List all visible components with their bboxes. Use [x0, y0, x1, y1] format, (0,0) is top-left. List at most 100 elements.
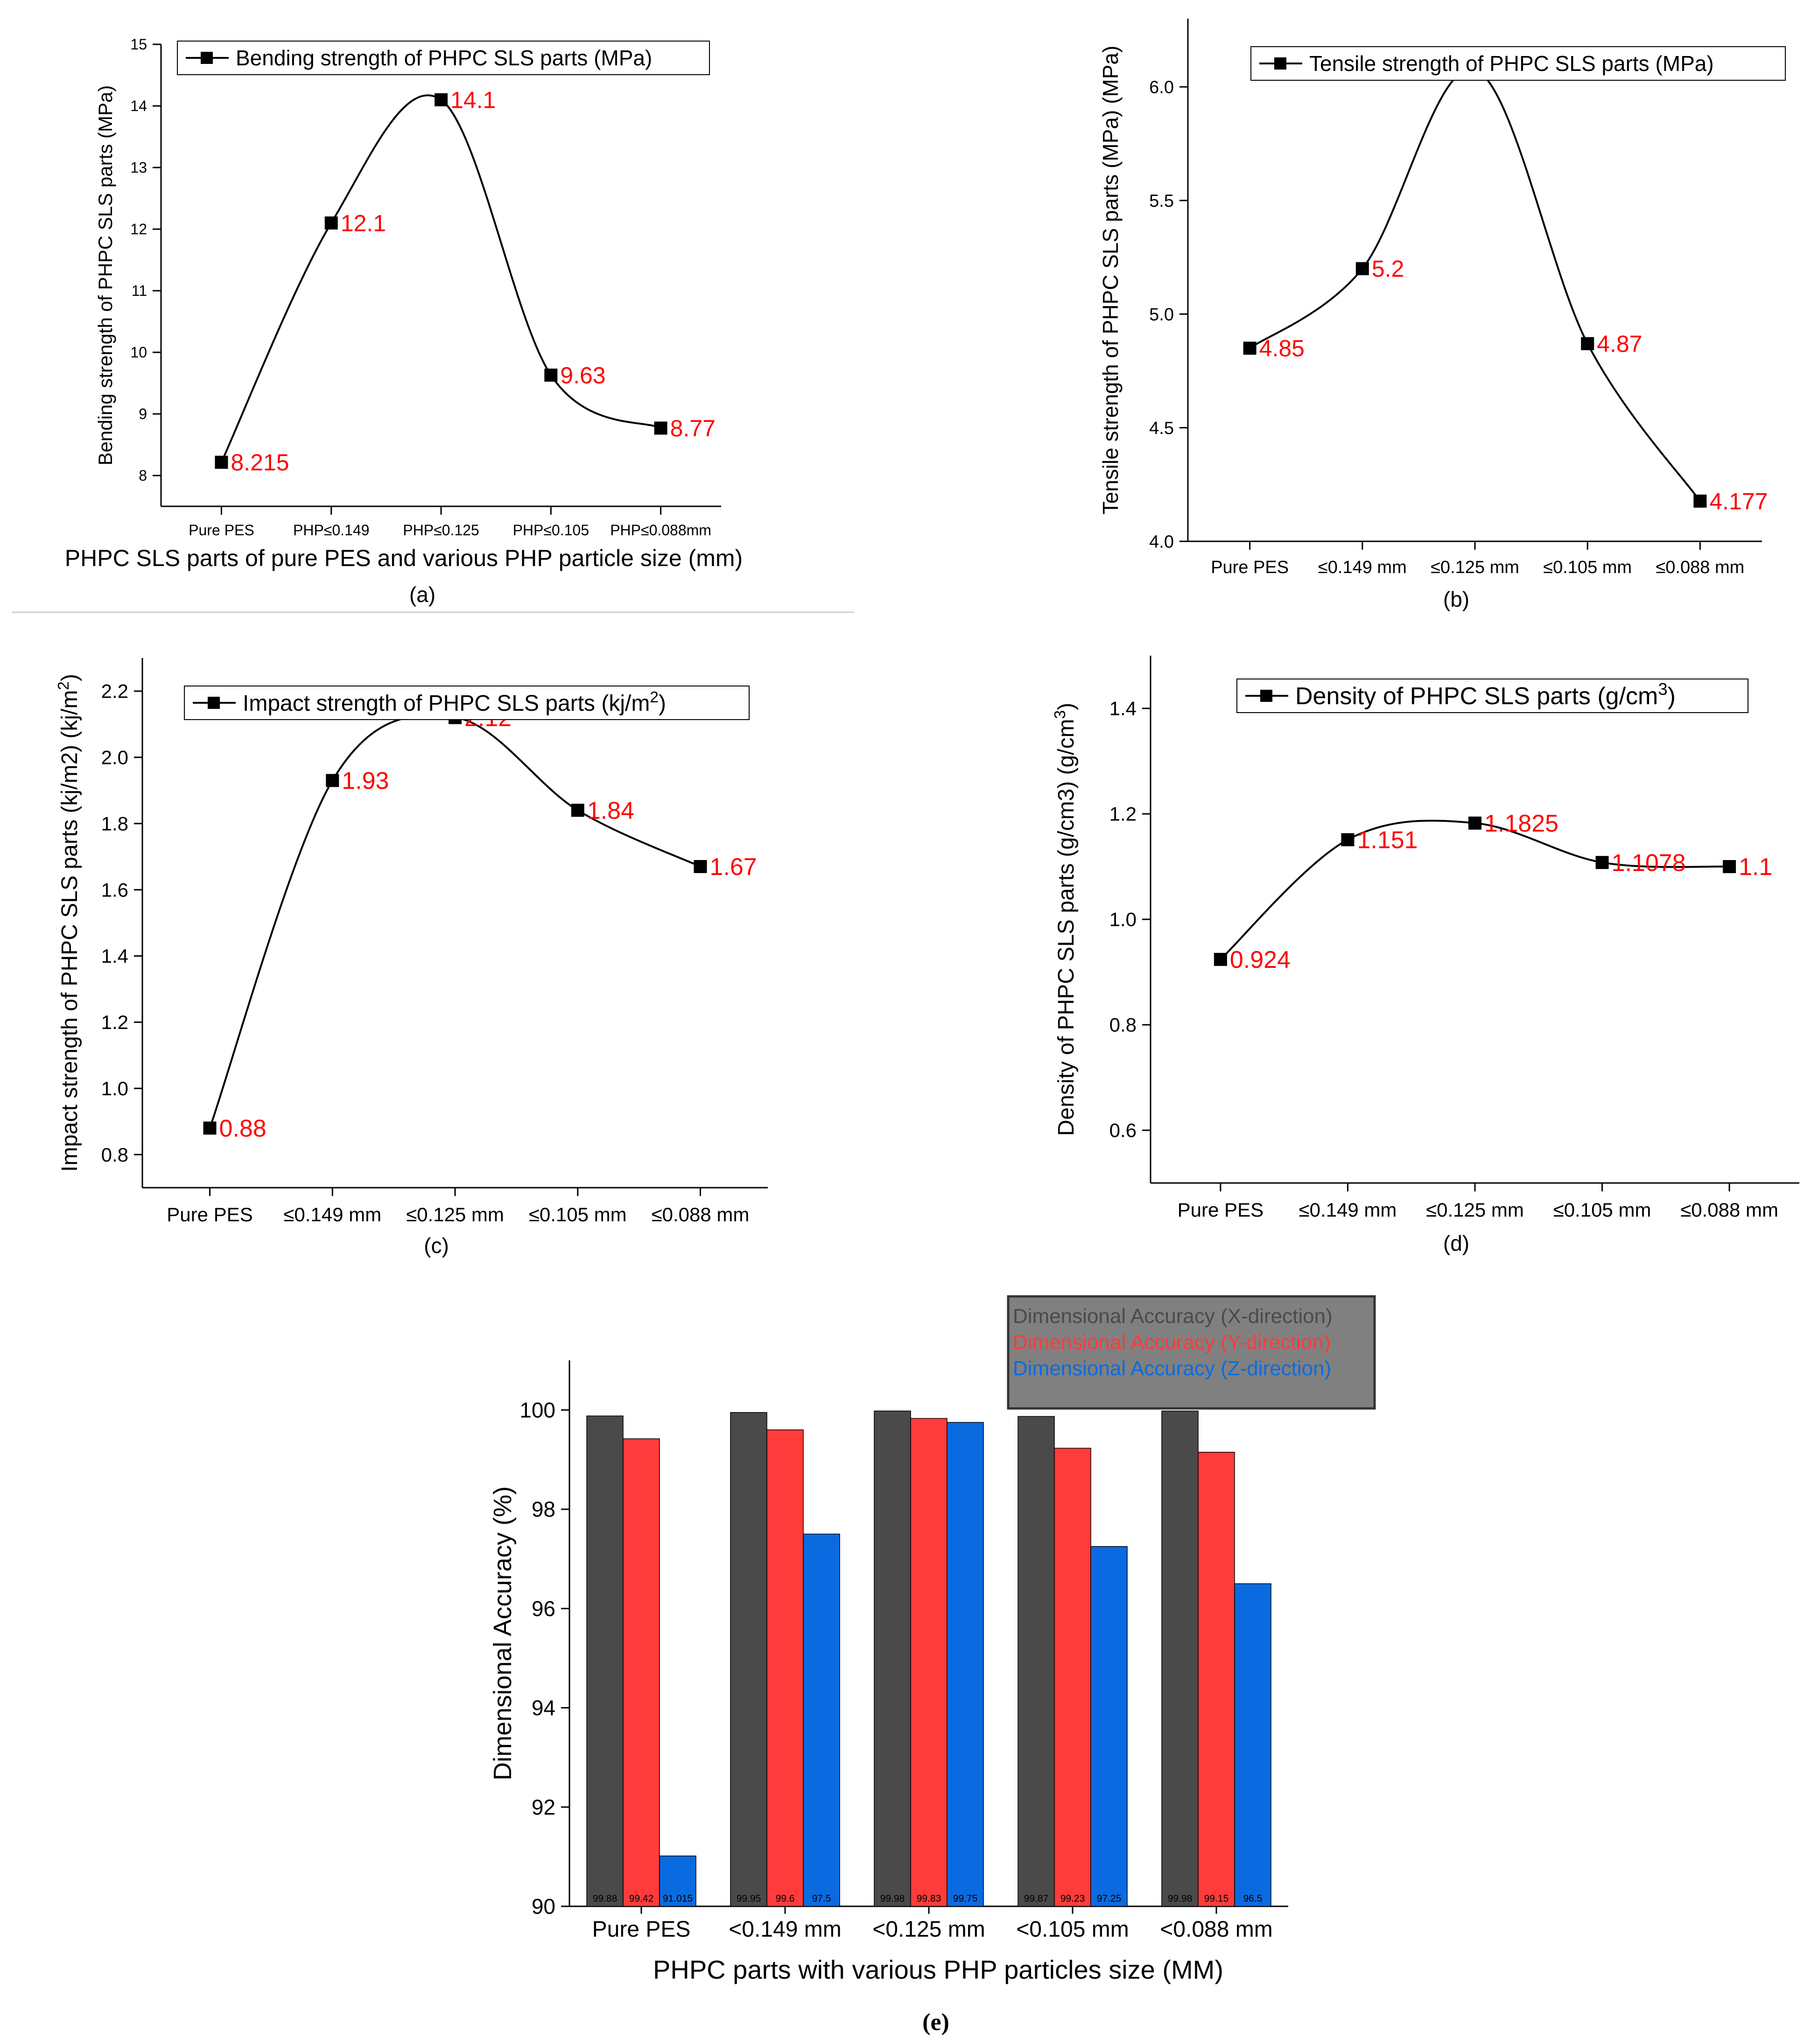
- legend-label: Tensile strength of PHPC SLS parts (MPa): [1309, 51, 1714, 76]
- bar-value-label: 97.25: [1097, 1893, 1122, 1904]
- legend: Density of PHPC SLS parts (g/cm3): [1236, 679, 1748, 713]
- bar-x: [586, 1415, 624, 1907]
- bar-value-label: 99.87: [1024, 1893, 1049, 1904]
- x-tick-label: Pure PES: [1178, 1199, 1264, 1221]
- bar-y: [1198, 1452, 1235, 1907]
- legend: Impact strength of PHPC SLS parts (kj/m2…: [184, 686, 750, 720]
- legend-marker: [1260, 690, 1272, 702]
- bar-y: [910, 1418, 948, 1907]
- bar-x: [730, 1412, 767, 1907]
- x-tick-label: ≤0.149 mm: [1299, 1199, 1397, 1221]
- data-label: 8.215: [231, 449, 289, 476]
- bar-value-label: 99.15: [1204, 1893, 1229, 1904]
- data-label: 1.151: [1357, 827, 1418, 854]
- x-tick-label: Pure PES: [167, 1204, 253, 1225]
- data-point: [694, 860, 707, 873]
- y-tick-label: 94: [532, 1696, 555, 1720]
- bar-z: [803, 1533, 840, 1907]
- x-tick-label: ≤0.088 mm: [1656, 558, 1744, 577]
- x-tick-label: <0.149 mm: [729, 1917, 841, 1942]
- series-line: [209, 714, 701, 1128]
- panel-caption: (c): [424, 1233, 449, 1258]
- chart-panel-e: 90 92 94 96 98 100 Pure PES 99.88 99.42 91.015 <0.…: [489, 1295, 1376, 2036]
- x-tick-label: ≤0.088 mm: [1680, 1199, 1778, 1221]
- y-tick-label: 15: [130, 36, 147, 53]
- data-label: 5.2: [1372, 256, 1404, 282]
- y-tick-label: 5.5: [1149, 191, 1174, 211]
- bar-value-label: 96.5: [1243, 1893, 1263, 1904]
- y-tick-label: 10: [130, 344, 147, 361]
- bar-value-label: 99.95: [737, 1893, 761, 1904]
- x-tick-label: ≤0.149 mm: [1318, 558, 1407, 577]
- data-label: 14.1: [450, 87, 496, 113]
- x-tick-label: PHP≤0.125: [403, 522, 479, 539]
- data-point: [1341, 833, 1355, 847]
- y-tick-label: 4.5: [1149, 419, 1174, 438]
- x-tick-label: ≤0.105 mm: [1543, 558, 1632, 577]
- y-tick-label: 0.8: [101, 1144, 128, 1166]
- data-label: 1.84: [587, 798, 634, 825]
- y-tick-label: 2.0: [101, 747, 128, 769]
- y-tick-label: 6.0: [1149, 77, 1174, 97]
- x-tick-label: <0.105 mm: [1016, 1917, 1129, 1942]
- data-point: [1723, 860, 1736, 873]
- series-line: [220, 94, 661, 463]
- data-label: 1.1825: [1484, 810, 1558, 837]
- y-tick-label: 8: [139, 467, 147, 484]
- data-point: [203, 1121, 217, 1135]
- y-tick-label: 1.2: [101, 1011, 128, 1033]
- y-tick-label: 90: [532, 1894, 555, 1918]
- x-tick-label: PHP≤0.149: [293, 522, 369, 539]
- data-point: [1243, 342, 1256, 355]
- x-tick-label: ≤0.105 mm: [1553, 1199, 1651, 1221]
- bar-value-label: 99.75: [953, 1893, 978, 1904]
- legend-box: [177, 41, 710, 75]
- bar-z: [947, 1422, 984, 1907]
- bar-value-label: 99.83: [917, 1893, 941, 1904]
- y-tick-label: 1.4: [101, 945, 128, 967]
- legend-label-z: Dimensional Accuracy (Z-direction): [1013, 1357, 1331, 1380]
- x-tick-label: ≤0.125 mm: [1431, 558, 1519, 577]
- y-tick-label: 5.0: [1149, 305, 1174, 324]
- data-label: 12.1: [341, 210, 386, 236]
- legend-box: [184, 686, 750, 720]
- x-axis-label: PHPC SLS parts of pure PES and various P…: [65, 545, 743, 571]
- y-tick-label: 9: [139, 406, 147, 422]
- legend-label: Impact strength of PHPC SLS parts (kj/m2…: [243, 688, 666, 716]
- y-axis-label: Dimensional Accuracy (%): [489, 1486, 517, 1780]
- legend-label: Bending strength of PHPC SLS parts (MPa): [236, 46, 652, 70]
- data-point: [435, 93, 448, 106]
- legend-label: Density of PHPC SLS parts (g/cm3): [1295, 679, 1676, 710]
- x-tick-label: ≤0.149 mm: [283, 1204, 381, 1225]
- data-point: [1468, 816, 1481, 830]
- data-point: [1581, 337, 1594, 350]
- legend-label-x: Dimensional Accuracy (X-direction): [1013, 1305, 1333, 1328]
- data-label: 1.67: [709, 854, 757, 881]
- x-tick-label: ≤0.088 mm: [652, 1204, 750, 1225]
- panel-caption: (d): [1443, 1231, 1469, 1255]
- y-tick-label: 98: [532, 1497, 555, 1521]
- data-point: [215, 455, 228, 469]
- bar-value-label: 99.98: [1168, 1893, 1193, 1904]
- bar-z: [1234, 1583, 1271, 1907]
- data-point: [1595, 856, 1609, 869]
- bar-z: [1090, 1546, 1128, 1907]
- y-axis-label: Tensile strength of PHPC SLS parts (MPa)…: [1098, 46, 1123, 515]
- legend-label-y: Dimensional Accuracy (Y-direction): [1013, 1331, 1331, 1354]
- y-tick-label: 96: [532, 1596, 555, 1621]
- chart-panel-d: 0.6 0.8 1.0 1.2 1.4 Pure PES ≤0.149 mm ≤0.125 m…: [1052, 656, 1799, 1255]
- y-tick-label: 0.8: [1109, 1014, 1137, 1036]
- data-label: 9.63: [560, 362, 605, 388]
- bar-y: [1054, 1448, 1091, 1907]
- legend: Bending strength of PHPC SLS parts (MPa): [177, 41, 710, 75]
- legend-marker: [201, 52, 213, 64]
- data-label: 8.77: [670, 415, 716, 441]
- y-tick-label: 4.0: [1149, 532, 1174, 552]
- y-tick-label: 12: [130, 221, 147, 238]
- bar-y: [766, 1429, 804, 1907]
- data-point: [654, 421, 667, 435]
- x-tick-label: Pure PES: [189, 522, 254, 539]
- x-tick-label: PHP≤0.088mm: [610, 522, 711, 539]
- data-point: [571, 804, 584, 817]
- legend: Dimensional Accuracy (X-direction) Dimens…: [1007, 1295, 1376, 1410]
